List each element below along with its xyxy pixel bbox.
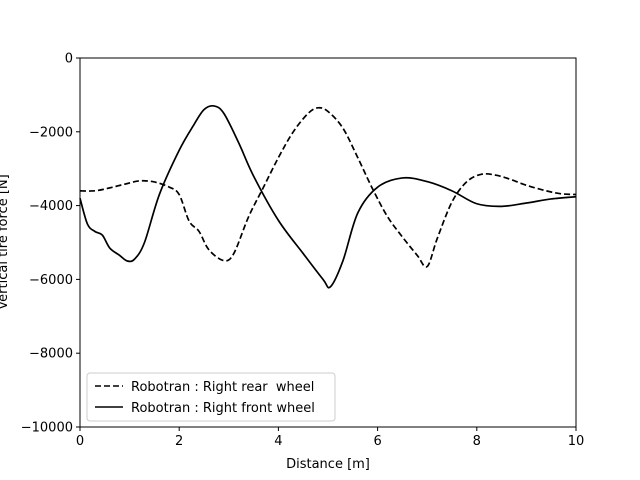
x-axis-ticks: 0 2 4 6 8 10 xyxy=(76,427,584,449)
y-tick-label: −2000 xyxy=(29,125,73,140)
y-axis-label: Vertical tire force [N] xyxy=(0,174,11,309)
y-tick-label: −8000 xyxy=(29,347,73,362)
x-tick-label: 10 xyxy=(568,434,585,449)
series-line-right-front-wheel xyxy=(79,104,577,289)
plot-lines xyxy=(79,104,577,289)
plot-frame xyxy=(79,57,577,428)
legend-label-front: Robotran : Right front wheel xyxy=(131,401,315,416)
legend-box xyxy=(86,372,336,422)
legend-label-rear: Robotran : Right rear wheel xyxy=(131,380,314,395)
y-tick-label: −10000 xyxy=(21,421,73,436)
series-line-right-rear-wheel xyxy=(79,106,577,268)
x-tick-label: 8 xyxy=(473,434,481,449)
y-tick-label: −6000 xyxy=(29,273,73,288)
y-tick-label: −4000 xyxy=(29,199,73,214)
x-tick-label: 0 xyxy=(76,434,84,449)
legend: Robotran : Right rear wheel Robotran : R… xyxy=(86,372,336,422)
x-axis-label: Distance [m] xyxy=(286,457,370,472)
x-tick-label: 6 xyxy=(373,434,381,449)
x-tick-label: 2 xyxy=(175,434,183,449)
y-tick-label: 0 xyxy=(65,52,73,67)
y-axis-ticks: 0 −2000 −4000 −6000 −8000 −10000 xyxy=(21,52,80,436)
x-tick-label: 4 xyxy=(274,434,282,449)
